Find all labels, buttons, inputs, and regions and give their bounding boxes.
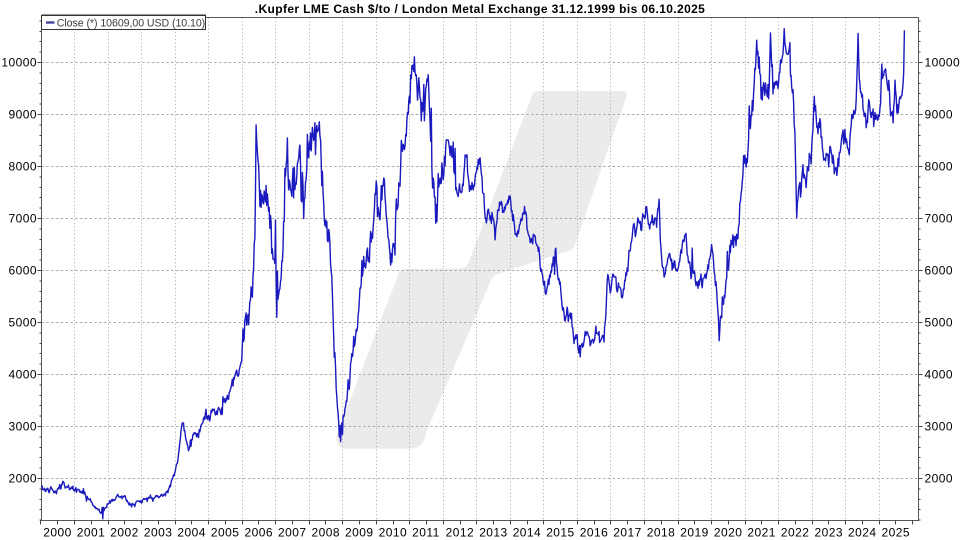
- svg-text:2003: 2003: [144, 526, 173, 540]
- svg-text:2000: 2000: [9, 472, 38, 486]
- svg-text:2019: 2019: [680, 526, 709, 540]
- svg-text:7000: 7000: [925, 212, 954, 226]
- svg-text:2006: 2006: [245, 526, 274, 540]
- svg-text:9000: 9000: [9, 108, 38, 122]
- svg-text:2010: 2010: [379, 526, 408, 540]
- svg-text:8000: 8000: [925, 160, 954, 174]
- svg-text:7000: 7000: [9, 212, 38, 226]
- svg-text:6000: 6000: [9, 264, 38, 278]
- svg-text:2012: 2012: [446, 526, 475, 540]
- svg-text:2007: 2007: [278, 526, 307, 540]
- svg-text:2005: 2005: [211, 526, 240, 540]
- svg-text:2017: 2017: [613, 526, 642, 540]
- svg-text:10000: 10000: [1, 56, 37, 70]
- svg-text:2000: 2000: [43, 526, 72, 540]
- svg-text:2004: 2004: [177, 526, 206, 540]
- svg-text:2015: 2015: [546, 526, 575, 540]
- svg-text:2022: 2022: [781, 526, 810, 540]
- svg-text:8000: 8000: [9, 160, 38, 174]
- svg-text:9000: 9000: [925, 108, 954, 122]
- svg-text:2002: 2002: [110, 526, 139, 540]
- svg-text:3000: 3000: [925, 420, 954, 434]
- svg-text:2021: 2021: [747, 526, 776, 540]
- svg-text:2025: 2025: [882, 526, 911, 540]
- svg-text:2024: 2024: [848, 526, 877, 540]
- svg-text:5000: 5000: [925, 316, 954, 330]
- svg-text:2001: 2001: [77, 526, 106, 540]
- svg-text:2020: 2020: [714, 526, 743, 540]
- svg-text:10000: 10000: [925, 56, 960, 70]
- svg-text:Close (*) 10609,00 USD (10.10): Close (*) 10609,00 USD (10.10): [57, 18, 205, 30]
- svg-text:4000: 4000: [925, 368, 954, 382]
- svg-text:2013: 2013: [479, 526, 508, 540]
- svg-text:2009: 2009: [345, 526, 374, 540]
- svg-text:2014: 2014: [513, 526, 542, 540]
- svg-text:2023: 2023: [815, 526, 844, 540]
- svg-text:2000: 2000: [925, 472, 954, 486]
- svg-text:.Kupfer LME Cash $/to / London: .Kupfer LME Cash $/to / London Metal Exc…: [255, 2, 705, 16]
- svg-text:3000: 3000: [9, 420, 38, 434]
- svg-text:6000: 6000: [925, 264, 954, 278]
- svg-text:2011: 2011: [412, 526, 440, 540]
- svg-text:5000: 5000: [9, 316, 38, 330]
- svg-text:2016: 2016: [580, 526, 609, 540]
- svg-text:4000: 4000: [9, 368, 38, 382]
- svg-text:2018: 2018: [647, 526, 676, 540]
- svg-text:2008: 2008: [312, 526, 341, 540]
